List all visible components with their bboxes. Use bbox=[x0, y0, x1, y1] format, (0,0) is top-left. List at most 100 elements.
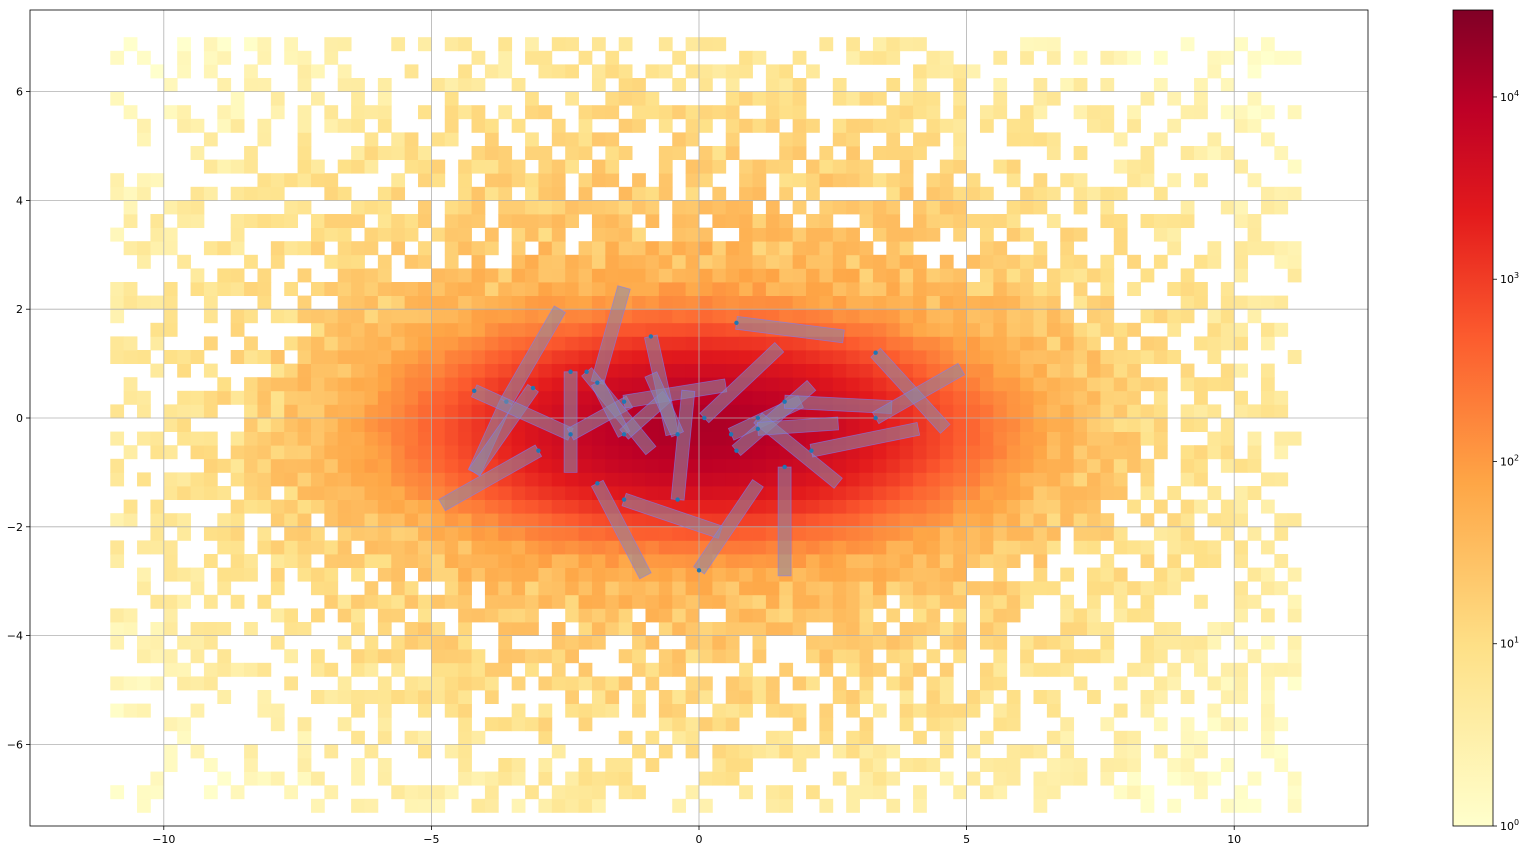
heatmap-cell bbox=[658, 118, 673, 133]
heatmap-cell bbox=[471, 608, 486, 623]
heatmap-cell bbox=[739, 282, 753, 296]
heatmap-cell bbox=[377, 690, 392, 704]
heatmap-cell bbox=[1006, 472, 1021, 487]
heatmap-cell bbox=[1006, 336, 1021, 351]
heatmap-cell bbox=[859, 91, 874, 106]
heatmap-cell bbox=[351, 499, 365, 514]
heatmap-cell bbox=[685, 186, 700, 201]
heatmap-cell bbox=[511, 322, 526, 337]
heatmap-cell bbox=[605, 676, 620, 691]
heatmap-cell bbox=[230, 431, 245, 446]
heatmap-cell bbox=[792, 744, 807, 759]
heatmap-cell bbox=[699, 771, 713, 786]
heatmap-cell bbox=[765, 78, 780, 92]
heatmap-cell bbox=[1194, 91, 1208, 106]
heatmap-cell bbox=[1020, 635, 1034, 650]
heatmap-cell bbox=[484, 554, 499, 568]
heatmap-cell bbox=[551, 513, 566, 528]
heatmap-cell bbox=[484, 186, 499, 201]
heatmap-cell bbox=[337, 64, 352, 79]
heatmap-cell bbox=[190, 404, 205, 419]
heatmap-cell bbox=[899, 676, 914, 691]
heatmap-cell bbox=[1274, 200, 1289, 215]
heatmap-cell bbox=[632, 173, 646, 188]
heatmap-cell bbox=[284, 50, 298, 65]
heatmap-cell bbox=[1247, 214, 1262, 228]
heatmap-cell bbox=[565, 336, 579, 351]
heatmap-cell bbox=[1113, 526, 1128, 541]
heatmap-cell bbox=[712, 486, 727, 500]
heatmap-cell bbox=[498, 214, 513, 228]
heatmap-cell bbox=[1127, 254, 1141, 269]
heatmap-cell bbox=[1247, 798, 1262, 813]
heatmap-cell bbox=[351, 322, 365, 337]
heatmap-cell bbox=[498, 486, 513, 500]
heatmap-cell bbox=[458, 567, 472, 582]
heatmap-cell bbox=[458, 350, 472, 364]
heatmap-cell bbox=[324, 50, 339, 65]
heatmap-cell bbox=[1194, 404, 1208, 419]
heatmap-cell bbox=[431, 458, 446, 473]
heatmap-cell bbox=[859, 608, 874, 623]
heatmap-cell bbox=[1113, 486, 1128, 500]
heatmap-cell bbox=[1006, 554, 1021, 568]
heatmap-cell bbox=[270, 214, 285, 228]
heatmap-cell bbox=[1127, 540, 1141, 555]
heatmap-cell bbox=[324, 554, 339, 568]
heatmap-cell bbox=[765, 227, 780, 242]
heatmap-cell bbox=[1006, 132, 1021, 147]
heatmap-cell bbox=[217, 622, 232, 636]
heatmap-cell bbox=[632, 241, 646, 256]
heatmap-cell bbox=[364, 200, 379, 215]
heatmap-cell bbox=[364, 431, 379, 446]
heatmap-cell bbox=[1220, 377, 1235, 392]
heatmap-cell bbox=[953, 64, 967, 79]
heatmap-cell bbox=[632, 594, 646, 609]
heatmap-cell bbox=[1073, 200, 1088, 215]
heatmap-cell bbox=[565, 268, 579, 283]
heatmap-cell bbox=[913, 105, 927, 120]
heatmap-cell bbox=[832, 554, 847, 568]
heatmap-cell bbox=[270, 554, 285, 568]
heatmap-cell bbox=[645, 581, 660, 596]
heatmap-cell bbox=[725, 146, 740, 160]
heatmap-cell bbox=[819, 540, 834, 555]
heatmap-cell bbox=[511, 472, 526, 487]
heatmap-cell bbox=[150, 445, 165, 460]
heatmap-cell bbox=[1100, 105, 1115, 120]
heatmap-cell bbox=[966, 431, 981, 446]
heatmap-cell bbox=[1100, 350, 1115, 364]
heatmap-cell bbox=[1247, 594, 1262, 609]
heatmap-cell bbox=[752, 458, 767, 473]
heatmap-cell bbox=[1073, 608, 1088, 623]
heatmap-cell bbox=[1046, 499, 1061, 514]
heatmap-cell bbox=[993, 458, 1008, 473]
heatmap-cell bbox=[979, 227, 994, 242]
heatmap-cell bbox=[364, 132, 379, 147]
heatmap-cell bbox=[926, 350, 941, 364]
heatmap-cell bbox=[1287, 771, 1302, 786]
heatmap-cell bbox=[364, 418, 379, 432]
segment-point bbox=[873, 350, 878, 355]
heatmap-cell bbox=[418, 635, 432, 650]
heatmap-cell bbox=[1113, 594, 1128, 609]
heatmap-cell bbox=[150, 173, 165, 188]
heatmap-cell bbox=[658, 445, 673, 460]
heatmap-cell bbox=[351, 608, 365, 623]
heatmap-cell bbox=[257, 418, 272, 432]
heatmap-cell bbox=[217, 581, 232, 596]
heatmap-cell bbox=[484, 363, 499, 378]
heatmap-cell bbox=[605, 159, 620, 174]
heatmap-cell bbox=[525, 91, 539, 106]
heatmap-cell bbox=[1247, 91, 1262, 106]
heatmap-cell bbox=[1274, 390, 1289, 405]
heatmap-cell bbox=[123, 445, 138, 460]
heatmap-cell bbox=[993, 91, 1008, 106]
heatmap-cell bbox=[712, 241, 727, 256]
heatmap-cell bbox=[632, 295, 646, 310]
heatmap-cell bbox=[431, 676, 446, 691]
heatmap-cell bbox=[1073, 758, 1088, 772]
heatmap-cell bbox=[1153, 390, 1168, 405]
heatmap-cell bbox=[404, 64, 419, 79]
heatmap-cell bbox=[1153, 690, 1168, 704]
